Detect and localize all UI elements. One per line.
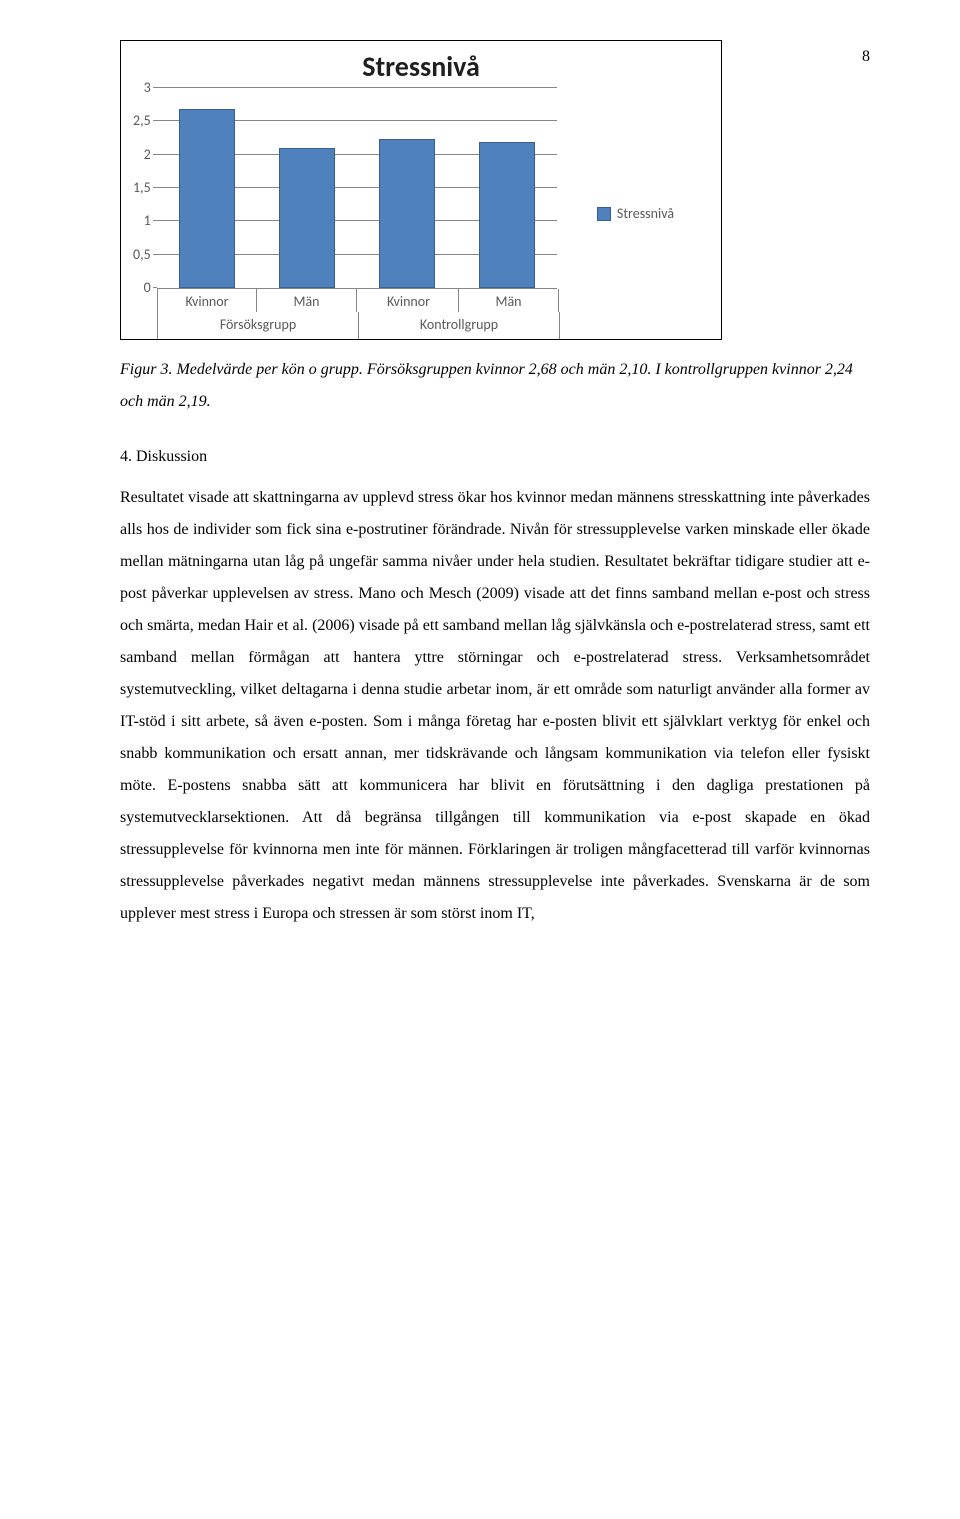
x-group-label: Försöksgrupp: [157, 312, 359, 339]
legend-swatch: [597, 207, 611, 221]
bar: [279, 148, 335, 288]
y-axis: 00,511,522,53: [133, 88, 157, 288]
x-group: KvinnorMänFörsöksgrupp: [157, 289, 359, 339]
x-label: Kvinnor: [359, 289, 459, 312]
x-label: Kvinnor: [157, 289, 257, 312]
x-axis: KvinnorMänFörsöksgruppKvinnorMänKontroll…: [157, 289, 560, 339]
page-number: 8: [862, 48, 870, 66]
bar: [179, 109, 235, 288]
chart-title: Stressnivå: [121, 49, 721, 84]
plot: 00,511,522,53: [121, 88, 560, 289]
x-group: KvinnorMänKontrollgrupp: [359, 289, 560, 339]
x-group-label: Kontrollgrupp: [359, 312, 560, 339]
bar: [379, 139, 435, 288]
chart-body: 00,511,522,53 KvinnorMänFörsöksgruppKvin…: [121, 88, 721, 339]
stress-chart: Stressnivå 00,511,522,53 KvinnorMänFörsö…: [120, 40, 722, 340]
plot-wrapper: 00,511,522,53 KvinnorMänFörsöksgruppKvin…: [121, 88, 560, 339]
gridline: [153, 287, 157, 288]
figure-caption: Figur 3. Medelvärde per kön o grupp. För…: [120, 354, 870, 418]
bar: [479, 142, 535, 288]
gridline: [153, 87, 557, 88]
plot-area: [157, 88, 557, 289]
section-heading: 4. Diskussion: [120, 448, 870, 466]
x-label: Män: [459, 289, 559, 312]
legend-label: Stressnivå: [617, 205, 674, 222]
page: 8 Stressnivå 00,511,522,53 KvinnorMänFör…: [0, 40, 960, 1006]
body-paragraph: Resultatet visade att skattningarna av u…: [120, 482, 870, 930]
legend: Stressnivå: [560, 88, 721, 339]
x-label: Män: [257, 289, 357, 312]
